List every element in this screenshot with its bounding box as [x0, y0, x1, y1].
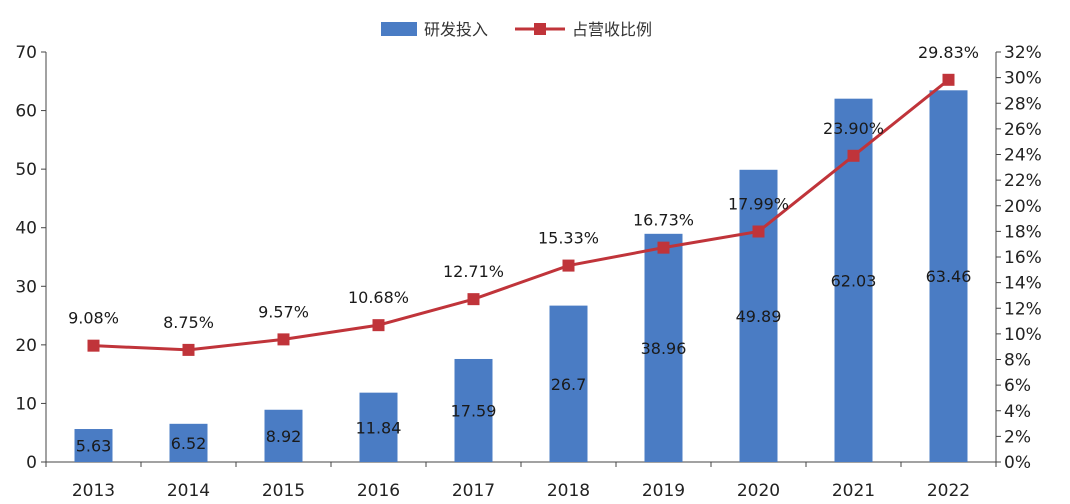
- percent-marker-2015: [277, 333, 290, 346]
- x-tick-label: 2018: [547, 481, 590, 501]
- x-tick-label: 2014: [167, 481, 210, 501]
- percent-marker-2022: [942, 73, 955, 86]
- y-right-tick-label: 14%: [1004, 274, 1042, 294]
- axes: 0 10 20 30 40 50 60 70 0% 2% 4% 6% 8% 10% 12% 14% 16% 18%…: [15, 43, 1041, 501]
- bar-value-label: 38.96: [641, 339, 687, 358]
- percent-marker-2020: [752, 225, 765, 238]
- bar-value-label: 8.92: [266, 427, 302, 446]
- percent-value-label: 8.75%: [163, 313, 214, 332]
- y-left-tick-label: 20: [15, 336, 37, 356]
- percent-value-label: 15.33%: [538, 229, 599, 248]
- y-right-tick-label: 30%: [1004, 69, 1042, 89]
- data-labels: 5.63 6.52 8.92 11.84 17.59 26.7 38.96 49.89 62.0…: [68, 43, 979, 456]
- bar-value-label: 26.7: [551, 375, 587, 394]
- y-left-tick-label: 70: [15, 43, 37, 63]
- percent-marker-2016: [372, 319, 385, 332]
- x-tick-label: 2015: [262, 481, 305, 501]
- legend-line-marker: [534, 23, 546, 35]
- y-right-tick-label: 12%: [1004, 299, 1042, 319]
- y-right-tick-label: 4%: [1004, 402, 1031, 422]
- y-right-tick-label: 22%: [1004, 171, 1042, 191]
- percent-value-label: 17.99%: [728, 195, 789, 214]
- y-left-tick-label: 30: [15, 277, 37, 297]
- percent-marker-2014: [182, 343, 195, 356]
- bar-2018: [549, 305, 588, 462]
- bar-value-label: 6.52: [171, 434, 207, 453]
- x-tick-label: 2022: [927, 481, 970, 501]
- y-right-tick-label: 16%: [1004, 248, 1042, 268]
- bar-2016: [359, 392, 398, 462]
- percent-marker-2021: [847, 149, 860, 162]
- y-right-tick-label: 0%: [1004, 453, 1031, 473]
- bar-value-label: 63.46: [926, 267, 972, 286]
- y-right-tick-label: 8%: [1004, 351, 1031, 371]
- percent-marker-2018: [562, 259, 575, 272]
- y-right-tick-label: 24%: [1004, 146, 1042, 166]
- percent-value-label: 9.57%: [258, 302, 309, 321]
- y-left-tick-label: 10: [15, 394, 37, 414]
- percent-marker-2019: [657, 241, 670, 254]
- percent-marker-2017: [467, 293, 480, 306]
- percent-value-label: 10.68%: [348, 288, 409, 307]
- y-left-tick-label: 0: [26, 453, 37, 473]
- bar-2020: [739, 169, 778, 462]
- bar-value-label: 11.84: [356, 418, 402, 437]
- legend: 研发投入 占营收比例: [381, 20, 652, 39]
- y-left-tick-label: 40: [15, 219, 37, 239]
- y-right-tick-label: 18%: [1004, 222, 1042, 242]
- x-tick-label: 2013: [72, 481, 115, 501]
- percent-value-label: 16.73%: [633, 211, 694, 230]
- percent-value-label: 9.08%: [68, 309, 119, 328]
- percent-value-label: 12.71%: [443, 262, 504, 281]
- percent-value-label: 29.83%: [918, 43, 979, 62]
- bar-value-label: 5.63: [76, 437, 112, 456]
- bar-2019: [644, 233, 683, 462]
- y-right-tick-label: 10%: [1004, 325, 1042, 345]
- y-right-tick-label: 20%: [1004, 197, 1042, 217]
- bar-2013: [74, 429, 113, 462]
- bar-2017: [454, 358, 493, 462]
- bar-value-label: 17.59: [451, 401, 497, 420]
- bar-2014: [169, 423, 208, 462]
- bar-2022: [929, 90, 968, 462]
- legend-line-label: 占营收比例: [572, 20, 652, 39]
- y-right-tick-label: 26%: [1004, 120, 1042, 140]
- percent-value-label: 23.90%: [823, 119, 884, 138]
- y-left-tick-label: 60: [15, 102, 37, 122]
- x-tick-label: 2017: [452, 481, 495, 501]
- bar-value-label: 49.89: [736, 307, 782, 326]
- percent-line: [87, 73, 955, 356]
- bar-2015: [264, 409, 303, 462]
- x-tick-label: 2019: [642, 481, 685, 501]
- y-left-tick-label: 50: [15, 160, 37, 180]
- legend-bar-label: 研发投入: [424, 20, 488, 39]
- y-right-tick-label: 6%: [1004, 376, 1031, 396]
- percent-line-path: [93, 78, 950, 352]
- legend-bar-swatch: [381, 22, 417, 36]
- y-right-tick-label: 2%: [1004, 427, 1031, 447]
- y-right-tick-label: 28%: [1004, 94, 1042, 114]
- percent-marker-2013: [87, 339, 100, 352]
- x-tick-label: 2020: [737, 481, 780, 501]
- y-right-tick-label: 32%: [1004, 43, 1042, 63]
- x-tick-label: 2021: [832, 481, 875, 501]
- bars: [74, 90, 968, 462]
- x-tick-label: 2016: [357, 481, 400, 501]
- bar-value-label: 62.03: [831, 271, 877, 290]
